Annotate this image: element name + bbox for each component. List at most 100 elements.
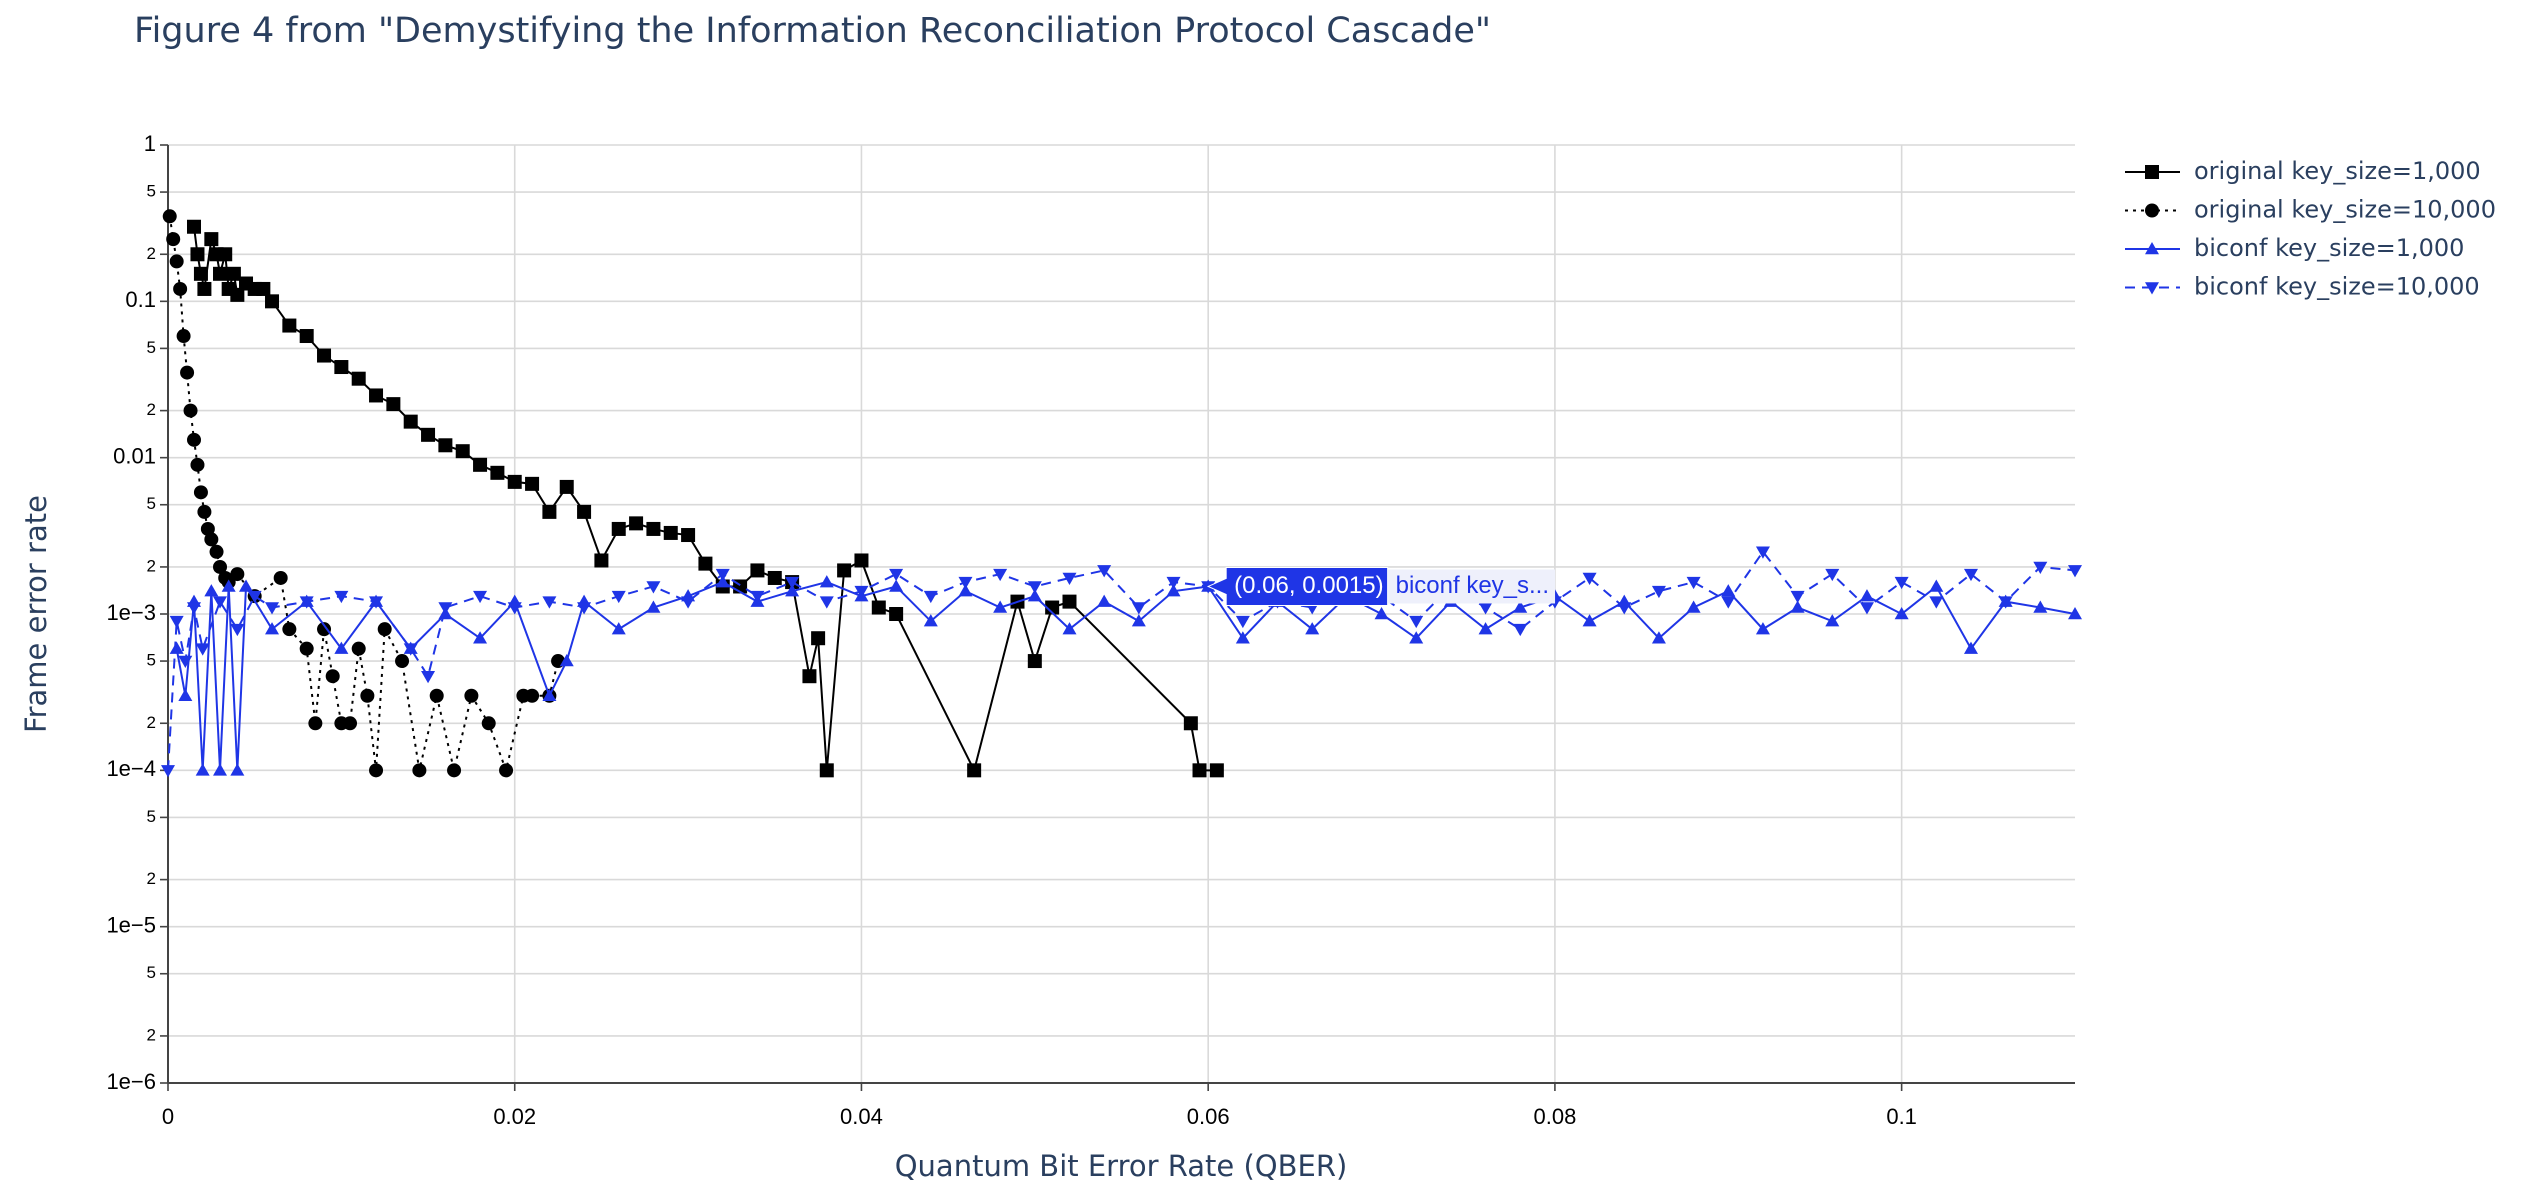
marker [360, 688, 375, 703]
marker [819, 763, 834, 778]
marker [193, 266, 208, 281]
marker [715, 568, 730, 582]
marker [197, 281, 212, 296]
marker [218, 247, 233, 262]
marker [1582, 572, 1597, 585]
marker [1617, 602, 1632, 615]
marker [213, 266, 228, 281]
x-tick-label: 0.06 [1187, 1104, 1230, 1129]
marker [2145, 242, 2159, 255]
y-tick-label: 5 [147, 651, 156, 670]
marker [559, 479, 574, 494]
marker [1894, 576, 1909, 590]
marker [525, 476, 540, 491]
marker [1894, 607, 1909, 620]
y-tick-label: 2 [147, 1025, 156, 1044]
marker [1045, 600, 1060, 615]
x-axis-title: Quantum Bit Error Rate (QBER) [895, 1149, 1348, 1183]
marker [854, 585, 869, 599]
marker [265, 602, 280, 615]
y-tick-label: 2 [147, 244, 156, 263]
y-tick-label: 2 [147, 869, 156, 888]
marker [490, 465, 505, 480]
x-tick-label: 0 [162, 1104, 174, 1129]
marker [1097, 594, 1112, 607]
marker [1686, 576, 1701, 590]
marker [221, 579, 236, 592]
marker [1790, 600, 1805, 613]
marker [542, 688, 557, 701]
marker [750, 563, 765, 578]
marker [1027, 654, 1042, 669]
marker [1929, 579, 1944, 592]
marker [239, 579, 254, 592]
y-tick-label: 1e−5 [106, 912, 156, 937]
y-tick-label: 1e−6 [106, 1069, 156, 1094]
marker [1374, 607, 1389, 620]
marker [438, 602, 453, 615]
x-tick-label: 0.1 [1886, 1104, 1917, 1129]
marker [1755, 546, 1770, 559]
marker [958, 576, 973, 590]
marker [1929, 596, 1944, 609]
marker [204, 584, 219, 597]
marker [594, 553, 609, 568]
marker [325, 669, 340, 684]
marker [715, 575, 730, 588]
y-tick-label: 0.01 [113, 443, 156, 468]
marker [1998, 596, 2013, 609]
marker [395, 654, 410, 669]
marker [681, 596, 696, 609]
marker [226, 266, 241, 281]
marker [299, 641, 314, 656]
marker [646, 521, 661, 536]
marker [1963, 568, 1978, 582]
legend-label: biconf key_size=10,000 [2194, 273, 2480, 301]
marker [1513, 600, 1528, 613]
marker [193, 485, 208, 500]
marker [889, 579, 904, 592]
marker [967, 763, 982, 778]
marker [1062, 622, 1077, 635]
marker [256, 281, 271, 296]
marker [1478, 602, 1493, 615]
marker [481, 716, 496, 731]
marker [1859, 589, 1874, 602]
hover-box [1206, 566, 1389, 606]
marker [412, 763, 427, 778]
marker [993, 600, 1008, 613]
marker [213, 763, 228, 776]
y-tick-label: 5 [147, 338, 156, 357]
marker [265, 294, 280, 309]
marker [1513, 623, 1528, 637]
marker [178, 655, 193, 669]
marker [611, 521, 626, 536]
legend-label: biconf key_size=1,000 [2194, 234, 2464, 262]
marker [187, 432, 202, 447]
marker [1409, 615, 1424, 629]
marker [183, 403, 198, 418]
marker [1721, 584, 1736, 597]
marker [455, 444, 470, 459]
x-tick-label: 0.08 [1533, 1104, 1576, 1129]
marker [1651, 585, 1666, 599]
marker [1409, 631, 1424, 644]
marker [369, 388, 384, 403]
marker [1305, 622, 1320, 635]
hover-label: (0.06, 0.0015) [1234, 572, 1383, 599]
marker [299, 596, 314, 609]
marker [464, 688, 479, 703]
x-tick-label: 0.02 [493, 1104, 536, 1129]
chart-title: Figure 4 from "Demystifying the Informat… [134, 11, 1491, 51]
marker [889, 607, 904, 621]
marker [213, 596, 228, 609]
marker [2068, 565, 2082, 578]
marker [1166, 584, 1181, 597]
marker [1235, 615, 1250, 629]
legend-label: original key_size=10,000 [2194, 196, 2496, 224]
y-tick-label: 2 [147, 556, 156, 575]
y-tick-label: 2 [147, 400, 156, 419]
marker [473, 590, 488, 604]
marker [169, 615, 184, 629]
y-tick-label: 2 [147, 713, 156, 732]
